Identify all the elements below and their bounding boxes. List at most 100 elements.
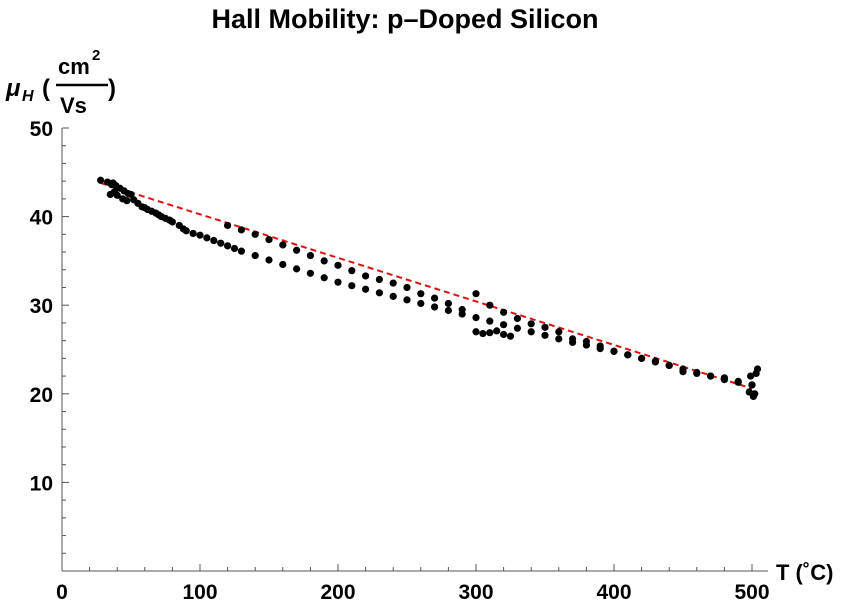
data-point bbox=[224, 242, 232, 250]
data-point bbox=[403, 296, 411, 304]
data-point bbox=[306, 269, 314, 277]
data-point bbox=[610, 347, 618, 355]
chart-title: Hall Mobility: p–Doped Silicon bbox=[211, 4, 598, 34]
y-tick-label: 50 bbox=[30, 118, 53, 141]
data-point bbox=[472, 314, 480, 322]
data-point bbox=[237, 247, 245, 255]
x-tick-label: 100 bbox=[182, 581, 217, 604]
x-tick-label: 300 bbox=[458, 581, 493, 604]
data-point bbox=[265, 236, 273, 244]
data-point bbox=[500, 321, 508, 329]
y-label-numerator: cm bbox=[58, 54, 90, 79]
data-point bbox=[555, 335, 563, 343]
data-point bbox=[472, 328, 480, 336]
data-point bbox=[210, 236, 218, 245]
data-point bbox=[734, 377, 742, 385]
data-point bbox=[665, 361, 673, 370]
data-point bbox=[375, 275, 383, 284]
data-point bbox=[306, 251, 314, 260]
data-point bbox=[506, 332, 515, 340]
data-point bbox=[513, 324, 522, 332]
y-label-subscript: H bbox=[22, 88, 34, 105]
y-tick-label: 40 bbox=[30, 207, 53, 230]
data-point bbox=[541, 331, 549, 339]
data-point bbox=[334, 261, 342, 269]
data-point bbox=[217, 239, 225, 247]
data-point bbox=[555, 328, 563, 336]
data-point bbox=[569, 335, 577, 343]
data-point bbox=[720, 374, 729, 382]
data-point bbox=[182, 227, 190, 235]
data-point bbox=[638, 354, 646, 362]
y-tick-label: 20 bbox=[30, 384, 53, 407]
data-point bbox=[679, 368, 687, 376]
data-point bbox=[749, 392, 757, 401]
data-point bbox=[403, 283, 411, 292]
data-point bbox=[189, 229, 197, 238]
data-point bbox=[113, 191, 121, 199]
data-point bbox=[230, 244, 239, 253]
data-point bbox=[417, 290, 425, 298]
data-point bbox=[237, 226, 245, 234]
data-point bbox=[747, 372, 755, 380]
y-label-close-paren: ) bbox=[108, 75, 116, 102]
data-point bbox=[389, 279, 397, 287]
data-point bbox=[320, 257, 328, 265]
data-point bbox=[320, 274, 328, 282]
data-point bbox=[251, 230, 259, 238]
data-point bbox=[265, 256, 273, 264]
data-point bbox=[753, 365, 762, 373]
data-point bbox=[334, 278, 342, 286]
data-point bbox=[444, 306, 452, 315]
data-point bbox=[527, 328, 535, 336]
x-axis-label: T (˚C) bbox=[776, 560, 833, 585]
data-point bbox=[203, 234, 211, 242]
points-group bbox=[97, 176, 762, 401]
data-point bbox=[458, 306, 466, 314]
data-point bbox=[527, 320, 535, 328]
fit-line-group bbox=[100, 181, 753, 390]
data-point bbox=[348, 267, 356, 275]
y-tick-label: 30 bbox=[30, 295, 53, 318]
data-point bbox=[196, 231, 204, 239]
data-point bbox=[168, 218, 176, 226]
x-tick-label: 0 bbox=[56, 581, 68, 604]
data-point bbox=[486, 317, 494, 325]
data-point bbox=[748, 381, 756, 389]
x-tick-label: 200 bbox=[320, 581, 355, 604]
x-tick-label: 400 bbox=[596, 581, 631, 604]
fit-line bbox=[100, 181, 753, 390]
data-point bbox=[582, 337, 591, 346]
x-tick-label: 500 bbox=[734, 581, 769, 604]
data-point bbox=[389, 292, 397, 300]
data-point bbox=[375, 289, 383, 297]
data-point bbox=[486, 301, 494, 309]
data-point bbox=[486, 329, 494, 337]
y-tick-label: 10 bbox=[30, 472, 53, 495]
data-point bbox=[362, 272, 370, 280]
y-axis-label: μ H ( cm 2 Vs ) bbox=[5, 47, 116, 118]
data-point bbox=[500, 308, 508, 316]
data-point bbox=[624, 351, 632, 359]
data-point bbox=[106, 190, 114, 199]
y-label-open-paren: ( bbox=[42, 75, 50, 102]
data-point bbox=[693, 369, 701, 378]
data-point bbox=[479, 329, 487, 338]
y-label-numerator-exp: 2 bbox=[92, 47, 100, 64]
data-point bbox=[493, 327, 501, 335]
data-point bbox=[500, 330, 508, 339]
data-point bbox=[431, 303, 439, 311]
data-point bbox=[279, 260, 287, 269]
data-point bbox=[472, 290, 480, 298]
ticks: 0 100 200 300 400 500 10 20 30 40 50 bbox=[30, 118, 770, 604]
data-point bbox=[293, 246, 301, 254]
data-point bbox=[293, 265, 301, 273]
data-point bbox=[224, 221, 232, 230]
y-label-symbol: μ bbox=[5, 75, 21, 102]
data-point bbox=[651, 357, 660, 365]
data-point bbox=[541, 323, 549, 331]
data-point bbox=[431, 294, 439, 302]
data-point bbox=[707, 372, 715, 380]
data-point bbox=[362, 285, 370, 293]
